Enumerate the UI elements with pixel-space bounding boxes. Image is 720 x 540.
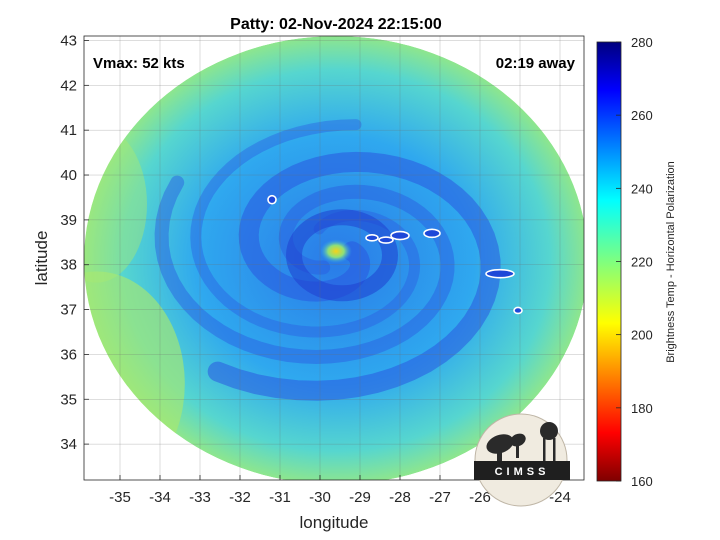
y-tick-label: 39 [60, 212, 77, 229]
x-tick-label: -24 [549, 489, 571, 506]
y-tick-label: 42 [60, 77, 77, 94]
cimss-logo: CIMSS [474, 413, 570, 507]
colorbar-tick-label: 200 [631, 328, 653, 343]
warm-region-west [84, 125, 147, 283]
colorbar-label: Brightness Temp - Horizontal Polarizatio… [665, 161, 677, 363]
colorbar-tick-label: 160 [631, 474, 653, 489]
x-tick-label: -33 [189, 489, 211, 506]
island-outline [378, 236, 394, 244]
x-tick-label: -31 [269, 489, 291, 506]
vmax-annotation: Vmax: 52 kts [93, 55, 185, 72]
x-tick-label: -27 [429, 489, 451, 506]
colorbar-tick-label: 180 [631, 401, 653, 416]
x-tick-label: -26 [469, 489, 491, 506]
plot-frame [83, 35, 585, 481]
x-tick-label: -32 [229, 489, 251, 506]
island-outline [485, 268, 515, 279]
x-tick-label: -30 [309, 489, 331, 506]
y-axis-ticks: 34 35 36 37 38 39 40 41 42 43 [60, 32, 89, 453]
colorbar-tick-label: 260 [631, 108, 653, 123]
colorbar-tick-label: 280 [631, 35, 653, 50]
island-outline [390, 230, 410, 241]
logo-text: CIMSS [495, 466, 550, 478]
eyewall-ring [286, 209, 398, 302]
time-away-annotation: 02:19 away [496, 55, 576, 72]
colorbar-tick-label: 240 [631, 181, 653, 196]
y-tick-label: 38 [60, 257, 77, 274]
island-outline [267, 194, 277, 205]
y-tick-label: 35 [60, 391, 77, 408]
y-tick-label: 34 [60, 436, 77, 453]
y-tick-label: 37 [60, 302, 77, 319]
island-outline [423, 228, 441, 239]
y-tick-label: 41 [60, 122, 77, 139]
x-tick-label: -29 [349, 489, 371, 506]
y-tick-label: 36 [60, 346, 77, 363]
island-outline [365, 234, 379, 242]
chart-title: Patty: 02-Nov-2024 22:15:00 [230, 16, 442, 33]
x-tick-label: -34 [149, 489, 171, 506]
island-outlines [267, 194, 523, 315]
colorbar-tick-label: 220 [631, 255, 653, 270]
island-outline [513, 306, 523, 315]
storm-eye [320, 239, 352, 264]
grid-lines [84, 36, 584, 480]
water-tower-icon [540, 422, 558, 464]
plot-area [84, 36, 584, 480]
x-tick-label: -28 [389, 489, 411, 506]
x-axis-label: longitude [299, 513, 368, 532]
y-tick-label: 40 [60, 167, 77, 184]
colorbar-ticks: 160 180 200 220 240 260 280 [616, 35, 653, 489]
x-tick-label: -35 [109, 489, 131, 506]
y-axis-label: latitude [32, 231, 51, 286]
satellite-dish-icon [486, 433, 526, 464]
y-tick-label: 43 [60, 32, 77, 49]
